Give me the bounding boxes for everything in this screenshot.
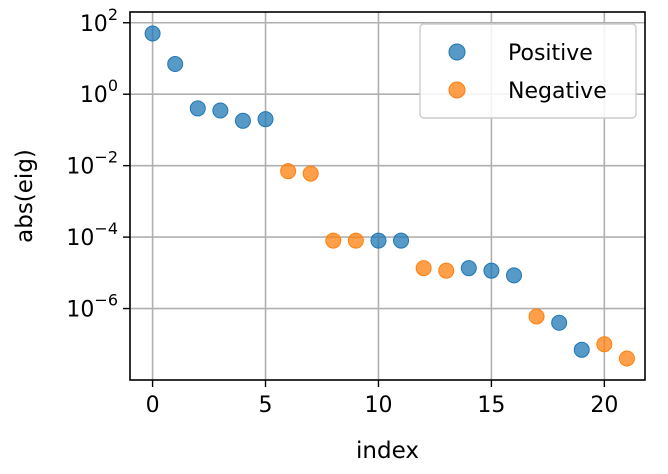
- y-tick-label: 10−2: [66, 148, 118, 180]
- negative-point: [325, 232, 342, 249]
- grid: [130, 12, 645, 380]
- x-tick-label: 15: [477, 393, 505, 418]
- legend: Positive Negative: [419, 23, 637, 119]
- positive-point: [257, 111, 274, 128]
- negative-point: [618, 350, 635, 367]
- positive-point: [483, 262, 500, 279]
- x-tick-label: 20: [590, 393, 618, 418]
- x-tick-label: 0: [146, 393, 160, 418]
- y-axis-label: abs(eig): [12, 149, 38, 243]
- x-tick-label: 5: [259, 393, 273, 418]
- legend-marker-positive: [448, 43, 466, 61]
- positive-point: [551, 314, 568, 331]
- data-points: [144, 25, 635, 367]
- legend-label-positive: Positive: [508, 41, 593, 66]
- positive-point: [212, 102, 229, 119]
- legend-label-negative: Negative: [508, 79, 607, 104]
- y-tick-label: 10−6: [66, 291, 118, 323]
- negative-point: [280, 163, 297, 180]
- positive-point: [167, 56, 184, 73]
- positive-point: [234, 112, 251, 129]
- negative-point: [302, 165, 319, 182]
- x-tick-label: 10: [364, 393, 392, 418]
- positive-point: [144, 25, 161, 42]
- positive-point: [370, 232, 387, 249]
- positive-point: [460, 260, 477, 277]
- positive-point: [505, 267, 522, 284]
- y-tick-label: 10−4: [66, 219, 118, 251]
- positive-point: [573, 341, 590, 358]
- positive-point: [393, 232, 410, 249]
- axis-ticks: 0 5 10 15 20 102 100 10−2 10−4 10−6: [66, 5, 618, 418]
- negative-point: [415, 260, 432, 277]
- negative-point: [347, 232, 364, 249]
- x-axis-label: index: [356, 438, 419, 464]
- negative-point: [528, 308, 545, 325]
- plot-frame: [129, 11, 646, 381]
- y-tick-label: 102: [80, 5, 118, 37]
- negative-point: [596, 336, 613, 353]
- legend-marker-negative: [448, 81, 466, 99]
- negative-point: [438, 262, 455, 279]
- positive-point: [189, 100, 206, 117]
- legend-box: [419, 23, 637, 119]
- y-tick-label: 100: [80, 76, 118, 108]
